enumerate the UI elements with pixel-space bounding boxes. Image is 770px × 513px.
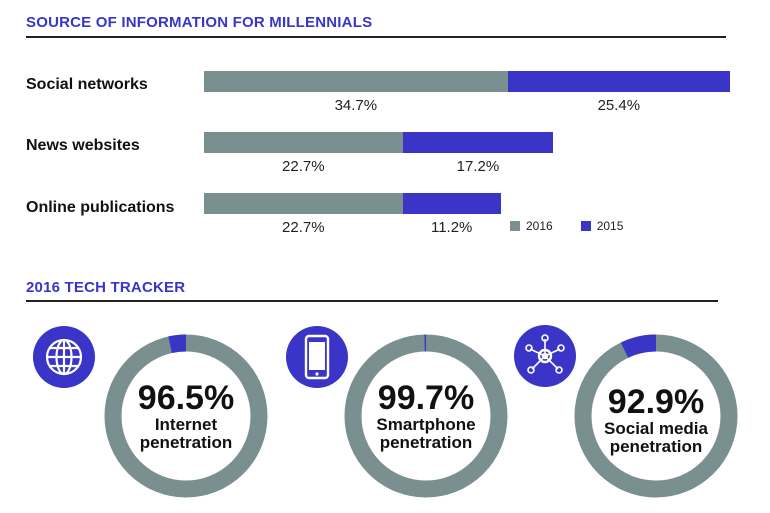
donut-label-internet-line1: Internet <box>154 415 218 434</box>
donut-value-social-media: 92.9% <box>607 383 705 421</box>
donut-label-social-media-line1: Social media <box>604 419 708 438</box>
smartphone-icon <box>286 326 348 388</box>
donut-ring-remainder <box>620 334 657 358</box>
value-label-news-websites-2015: 17.2% <box>456 158 500 175</box>
value-label-online-publications-2016: 22.7% <box>282 219 325 236</box>
donut-label-smartphone-line2: penetration <box>379 433 473 452</box>
bar-news-websites-2015 <box>402 132 554 153</box>
donut-value-internet: 96.5% <box>137 379 235 417</box>
legend-label-2016: 2016 <box>526 219 553 233</box>
legend-label-2015: 2015 <box>596 219 624 233</box>
category-label-news-websites: News websites <box>26 137 140 154</box>
bar-online-publications-2016 <box>204 193 403 214</box>
tracker-rule <box>26 300 718 302</box>
category-label-online-publications: Online publications <box>26 199 175 216</box>
bar-online-publications-2015 <box>402 193 501 214</box>
category-label-social-networks: Social networks <box>26 76 148 93</box>
bar-news-websites-2016 <box>204 132 403 153</box>
donut-value-smartphone: 99.7% <box>377 379 475 417</box>
donut-smartphone: 99.7% Smartphone penetration <box>340 330 512 502</box>
globe-icon <box>33 326 95 388</box>
legend-item-2016: 2016 <box>510 219 553 233</box>
donut-internet: 96.5% Internet penetration <box>100 330 272 502</box>
donut-label-internet-line2: penetration <box>139 433 233 452</box>
value-label-online-publications-2015: 11.2% <box>430 219 473 236</box>
value-label-social-networks-2015: 25.4% <box>597 97 641 114</box>
value-label-social-networks-2016: 34.7% <box>334 97 378 114</box>
legend-swatch-2015 <box>580 221 591 231</box>
value-label-news-websites-2016: 22.7% <box>282 158 325 175</box>
donut-label-smartphone-line1: Smartphone <box>376 415 476 434</box>
donut-social-media: 92.9% Social media penetration <box>570 330 742 502</box>
title-rule <box>26 36 726 38</box>
legend-item-2015: 2015 <box>580 219 624 233</box>
legend-swatch-2016 <box>510 221 520 231</box>
bar-social-networks-2016 <box>204 71 508 92</box>
bar-social-networks-2015 <box>507 71 730 92</box>
chart-title: SOURCE OF INFORMATION FOR MILLENNIALS <box>26 14 373 31</box>
donut-ring-remainder <box>168 334 187 354</box>
chart-legend: 2016 2015 <box>510 219 643 233</box>
network-icon <box>514 325 576 387</box>
donut-label-social-media-line2: penetration <box>609 437 703 456</box>
tracker-title: 2016 TECH TRACKER <box>26 279 186 296</box>
